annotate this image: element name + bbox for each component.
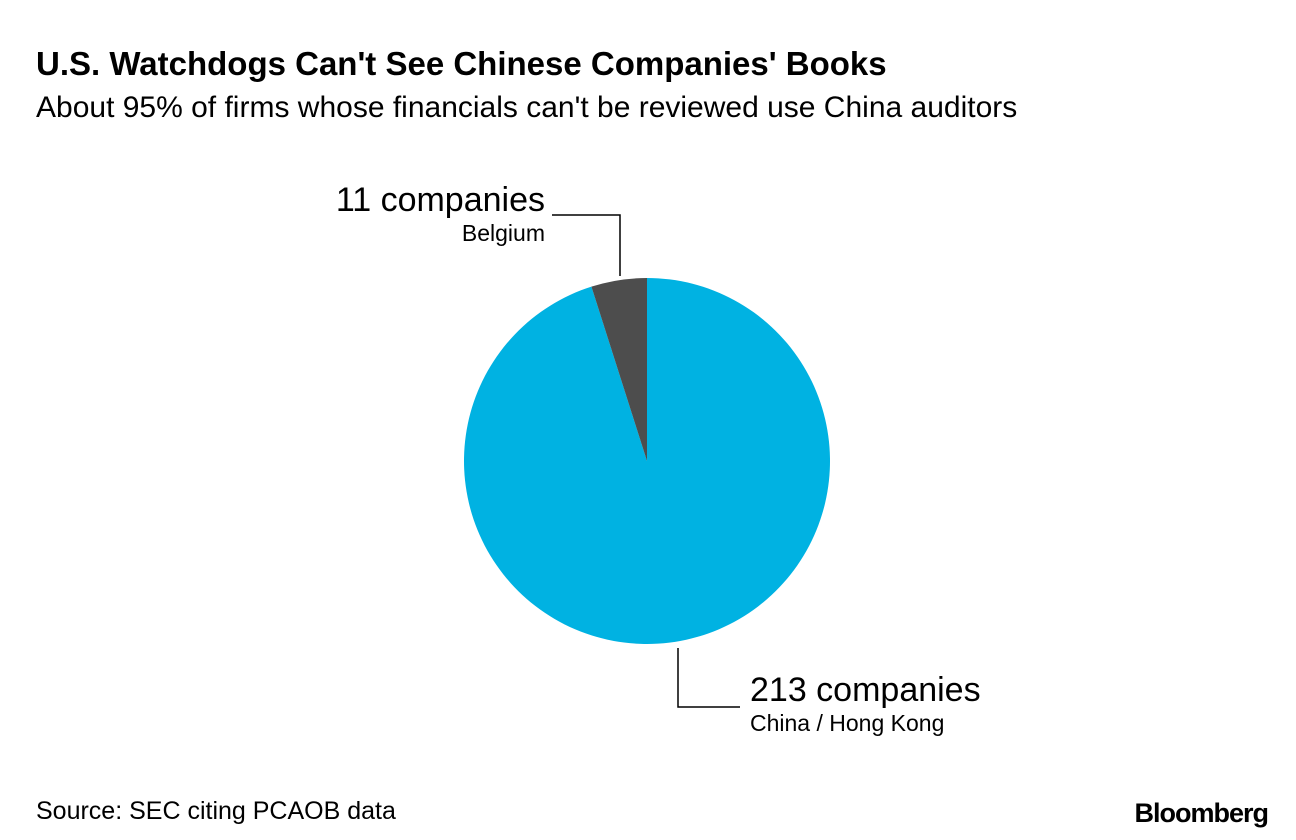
slice-category-label: China / Hong Kong: [750, 710, 944, 736]
brand-logo: Bloomberg: [1134, 798, 1268, 828]
slice-value-label: 213 companies: [750, 671, 981, 709]
source-note: Source: SEC citing PCAOB data: [36, 797, 396, 825]
slice-category-label: Belgium: [462, 220, 545, 246]
chart-title: U.S. Watchdogs Can't See Chinese Compani…: [36, 45, 887, 82]
chart-subtitle: About 95% of firms whose financials can'…: [36, 91, 1017, 124]
slice-value-label: 11 companies: [336, 181, 545, 219]
leader-line: [677, 648, 740, 708]
pie-slice: [591, 278, 647, 461]
leader-line: [552, 214, 621, 276]
